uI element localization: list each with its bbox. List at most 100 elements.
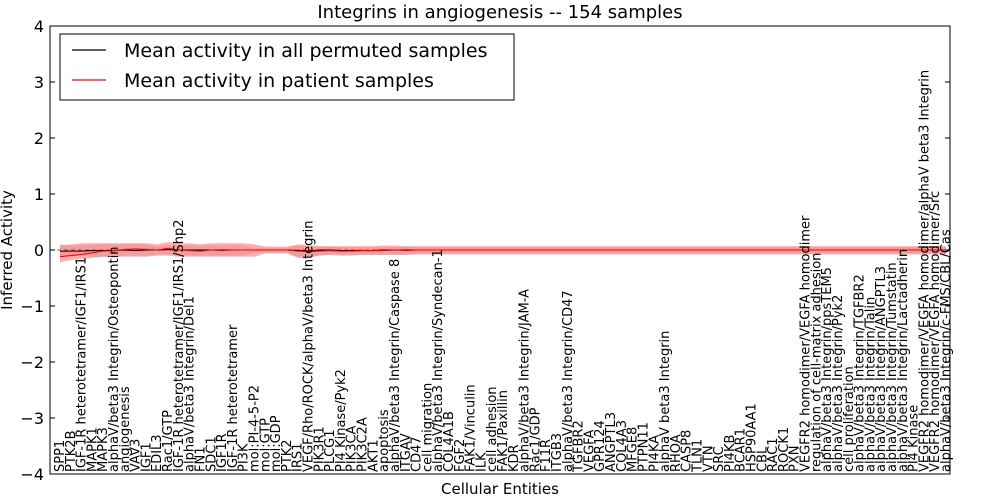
x-tick-label: cell proliferation [842, 366, 857, 472]
x-tick-label: PTK2B [64, 431, 79, 473]
x-tick-label: IGF1R [215, 433, 230, 472]
x-tick-label: alphaV/beta3 Integrin/Pyk2 [831, 295, 846, 472]
x-tick-label: PI3K [237, 443, 252, 472]
x-tick-label: PI4KB [723, 435, 738, 472]
x-tick-label: alphaV/beta3 Integrin/Osteopontin [107, 247, 122, 472]
x-tick-label: GPR124 [593, 420, 608, 472]
x-tick-label: TLN1 [690, 439, 705, 473]
x-tick-label: ITGB3 [550, 433, 565, 472]
legend-label-permuted: Mean activity in all permuted samples [124, 40, 487, 62]
legend: Mean activity in all permuted samples Me… [59, 33, 515, 101]
x-tick-label: VTN [701, 445, 716, 472]
x-tick-label: IGF-1R heterotetramer [226, 324, 241, 472]
x-tick-label: PXN [788, 446, 803, 472]
x-tick-label: PI4 Kinase [907, 405, 922, 472]
x-tick-label: EDIL3 [150, 434, 165, 472]
x-tick-label: alphaV/beta3 Integrin/Talin [863, 297, 878, 472]
x-tick-label: RHOA [669, 434, 684, 472]
x-tick-label: PLCG1 [323, 429, 338, 472]
x-tick-label: HSP90AA1 [745, 403, 760, 472]
x-tick-label: MFGE8 [626, 427, 641, 472]
x-tick-label: alphaV/beta3 Integrin/Lactadherin [896, 249, 911, 472]
y-tick-label: 1 [34, 185, 44, 204]
x-tick-label: alphaV/beta3 Integrin/ANGPTL3 [874, 266, 889, 472]
band-patient [60, 242, 946, 263]
y-tick-label: −3 [20, 409, 44, 428]
x-tick-label: alphaV/beta3 Integrin/JAM-A [518, 289, 533, 472]
x-tick-label: IGF-1R heterotetramer/IGF1/IRS1/Shp2 [172, 219, 187, 472]
x-tick-label: MAPK1 [85, 427, 100, 472]
x-tick-label: alphaV beta3 Integrin [658, 331, 673, 472]
y-ticks: 4 3 2 1 0 −1 −2 −3 −4 [20, 17, 950, 484]
x-tick-label: VEGFR2 homodimer/VEGFA homodimer/Src [928, 191, 943, 472]
x-tick-label: SPP1 [53, 440, 68, 472]
x-tick-label: alphaV/beta3 Integrin/TGFBR2 [853, 274, 868, 472]
y-tick-label: 3 [34, 73, 44, 92]
x-tick-label: CD47 [410, 436, 425, 472]
x-tick-label: PIK3C2A [356, 417, 371, 472]
x-tick-label: PI4KA [647, 435, 662, 472]
x-tick-label: VEGFR2 homodimer/VEGFA homodimer [799, 215, 814, 472]
confidence-bands [60, 242, 946, 263]
x-tick-label: alphaV/beta3 Integrin/Syndecan-1 [431, 249, 446, 472]
x-tick-label: ANGPTL3 [604, 412, 619, 472]
x-tick-label: PI4 Kinase/Pyk2 [334, 369, 349, 472]
y-tick-label: −1 [20, 297, 44, 316]
x-tick-label: CASP8 [680, 430, 695, 472]
y-axis-label: Inferred Activity [0, 190, 16, 310]
plot-frame [49, 25, 951, 475]
legend-box [59, 33, 515, 101]
x-tick-label: FN1 [193, 447, 208, 472]
series-lines [59, 247, 946, 258]
x-tick-label: F11R [539, 439, 554, 472]
y-tick-label: −2 [20, 353, 44, 372]
x-tick-label: MAPK3 [96, 427, 111, 472]
x-tick-label: FAK1/Vinculin [464, 384, 479, 472]
x-tick-label: mol:PI-4-5-P2 [247, 385, 262, 472]
x-tick-label: KDR [507, 444, 522, 472]
x-tick-label: regulation of cell-matrix adhesion [809, 253, 824, 472]
x-tick-label: cell adhesion [485, 386, 500, 472]
x-tick-label: mol:GDP [269, 415, 284, 472]
x-tick-label: PTK2 [280, 439, 295, 472]
x-tick-label: COL4A1B [442, 411, 457, 472]
x-tick-label: TGFBR2 [572, 420, 587, 473]
x-tick-label: Rac1/GDP [528, 407, 543, 472]
x-tick-label: PTPN11 [636, 422, 651, 472]
x-tick-label: IGF-1R heterotetramer/IGF1/IRS1 [75, 257, 90, 472]
x-tick-label: COL4A3 [615, 420, 630, 472]
series-line-patient [59, 247, 946, 258]
x-tick-label: PIK3CA [345, 425, 360, 472]
y-tick-label: 4 [34, 17, 44, 36]
x-tick-label: IGF1 [139, 442, 154, 472]
x-tick-label: VEGF/Rho/ROCK/alphaV/beta3 Integrin [302, 220, 317, 472]
x-tick-label: alphaV/beta3 Integrin/Caspase 8 [388, 259, 403, 472]
x-tick-label: alphaV/beta3 Integrin/CD47 [561, 290, 576, 472]
x-tick-label: AKT1 [366, 439, 381, 472]
y-tick-label: 2 [34, 129, 44, 148]
x-tick-label: VEGFR2 homodimer/VEGFA homodimer/alphaV … [917, 70, 932, 472]
x-tick-label: ILK [474, 452, 489, 472]
x-tick-label: mol:GTP [258, 418, 273, 472]
x-tick-label: FAK1/Paxillin [496, 390, 511, 472]
x-tick-label: BCAR1 [734, 428, 749, 472]
x-tick-label: VAV3 [129, 439, 144, 472]
y-tick-label: 0 [34, 241, 44, 260]
x-tick-label: alphaV/beta3 Integrin/c-FMS/CBL/Cas [939, 229, 954, 472]
x-tick-label: VEGFA [582, 430, 597, 472]
x-tick-label: alphaV/beta3 Integrin/ppsTEM5 [820, 267, 835, 472]
x-tick-label: IRS1 [291, 443, 306, 472]
x-tick-label: ROCK1 [777, 427, 792, 472]
x-tick-label: cell migration [420, 383, 435, 472]
x-axis-label: Cellular Entities [441, 480, 559, 498]
x-tick-label: RAC1 [766, 437, 781, 472]
x-tick-label: apoptosis [377, 409, 392, 472]
x-tick-label: angiogenesis [118, 386, 133, 472]
x-tick-label: SRC [712, 446, 727, 472]
chart-title: Integrins in angiogenesis -- 154 samples [317, 2, 682, 23]
legend-label-patient: Mean activity in patient samples [124, 70, 434, 92]
y-tick-label: −4 [20, 465, 44, 484]
x-tick-label: alphaV/beta3 Integrin/Tumstatin [885, 262, 900, 472]
